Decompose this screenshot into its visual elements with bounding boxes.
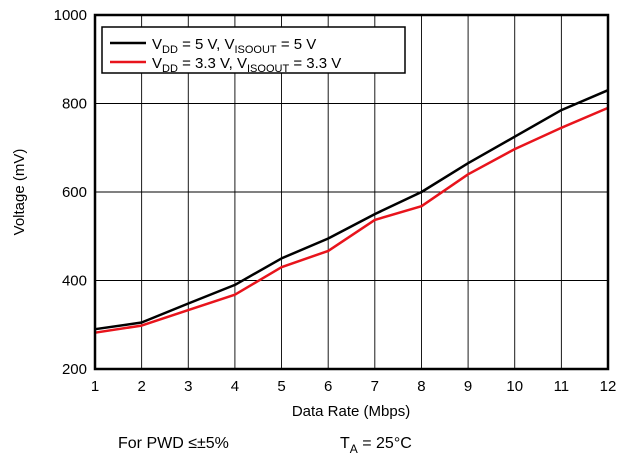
plot-frame xyxy=(93,13,610,371)
x-tick-label: 10 xyxy=(506,378,523,395)
y-axis-label: Voltage (mV) xyxy=(11,149,28,236)
x-tick-label: 9 xyxy=(464,378,472,395)
x-tick-label: 8 xyxy=(417,378,425,395)
legend-box xyxy=(101,26,406,74)
y-tick-label: 600 xyxy=(62,184,87,201)
x-axis-label: Data Rate (Mbps) xyxy=(292,403,410,420)
x-tick-label: 7 xyxy=(371,378,379,395)
series-lines xyxy=(94,89,609,334)
y-tick-label: 200 xyxy=(62,361,87,378)
series-line-2 xyxy=(94,106,609,334)
legend-label-series-1: VDD = 5 V, VISOOUT = 5 V xyxy=(152,36,316,56)
y-tick-label: 800 xyxy=(62,96,87,113)
x-tick-label: 12 xyxy=(600,378,617,395)
grid-lines xyxy=(95,15,608,369)
x-tick-label: 1 xyxy=(91,378,99,395)
y-tick-labels: 200 400 600 800 1000 xyxy=(54,7,87,378)
x-tick-labels: 1 2 3 4 5 6 7 8 9 10 11 12 xyxy=(91,378,617,395)
x-tick-label: 11 xyxy=(554,378,570,395)
pwd-condition-note: For PWD ≤±5% xyxy=(118,435,229,452)
x-tick-label: 6 xyxy=(324,378,332,395)
x-tick-label: 2 xyxy=(137,378,145,395)
legend: VDD = 5 V, VISOOUT = 5 V VDD = 3.3 V, VI… xyxy=(101,26,406,75)
series-line-1 xyxy=(94,89,609,331)
x-tick-label: 5 xyxy=(277,378,285,395)
x-tick-label: 3 xyxy=(184,378,192,395)
legend-label-series-2: VDD = 3.3 V, VISOOUT = 3.3 V xyxy=(152,55,341,75)
x-tick-label: 4 xyxy=(231,378,239,395)
temperature-condition-note: TA = 25°C xyxy=(340,435,412,456)
y-tick-label: 400 xyxy=(62,273,87,290)
y-tick-label: 1000 xyxy=(54,7,87,24)
